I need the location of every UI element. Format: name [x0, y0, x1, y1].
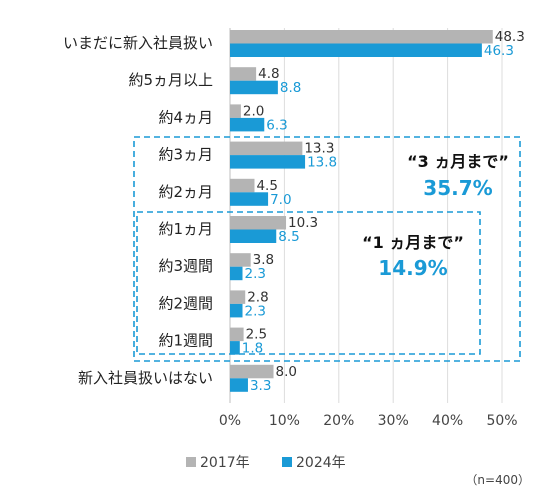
- value-label-2017: 3.8: [253, 252, 274, 268]
- category-label: 約1週間: [158, 332, 213, 350]
- x-tick-label: 50%: [486, 413, 517, 429]
- bar-2017: [230, 253, 251, 267]
- bar-2017: [230, 290, 246, 304]
- sample-size-note: （n=400）: [465, 473, 530, 487]
- callout-3-months-label: “3 ヵ月まで”: [407, 152, 509, 171]
- value-label-2024: 2.3: [245, 266, 266, 282]
- legend-label-2017: 2017年: [200, 455, 250, 471]
- value-label-2017: 48.3: [495, 29, 525, 45]
- x-tick-label: 20%: [323, 413, 354, 429]
- category-label: 約2週間: [158, 294, 213, 312]
- value-label-2024: 3.3: [250, 378, 271, 394]
- bar-2017: [230, 178, 255, 193]
- bar-2024: [230, 43, 482, 57]
- legend-label-2024: 2024年: [296, 455, 346, 471]
- bar-2017: [230, 364, 274, 379]
- bar-2017: [230, 30, 493, 44]
- category-label: 約3ヵ月: [158, 146, 213, 164]
- legend-swatch-2024: [282, 457, 292, 467]
- value-label-2017: 8.0: [276, 364, 297, 380]
- value-label-2017: 4.5: [256, 178, 277, 194]
- callout-box-1-month: [136, 211, 481, 355]
- legend-swatch-2017: [186, 457, 196, 467]
- value-label-2024: 8.8: [280, 80, 301, 96]
- bar-2017: [230, 216, 287, 230]
- bar-2024: [230, 303, 243, 318]
- category-label: 約5ヵ月以上: [128, 71, 213, 89]
- bar-2024: [230, 155, 306, 169]
- category-label: いまだに新入社員扱い: [63, 34, 213, 52]
- bar-2024: [230, 117, 265, 132]
- value-label-2017: 2.8: [247, 289, 268, 305]
- value-label-2017: 2.5: [246, 327, 267, 343]
- bar-2024: [230, 341, 240, 355]
- callout-1-month-label: “1 ヵ月まで”: [362, 233, 464, 252]
- category-label: 約3週間: [158, 257, 213, 275]
- bar-2017: [230, 141, 303, 156]
- x-tick-label: 40%: [432, 413, 463, 429]
- value-label-2024: 8.5: [278, 229, 299, 245]
- value-label-2024: 2.3: [245, 303, 266, 319]
- bar-2024: [230, 378, 248, 392]
- bar-2017: [230, 67, 257, 81]
- callout-box-3-months: [133, 136, 521, 362]
- value-label-2017: 10.3: [288, 215, 318, 231]
- callout-3-months-value: 35.7%: [423, 176, 492, 200]
- value-label-2017: 4.8: [258, 66, 279, 82]
- labels: 0% 10% 20% 30% 40% 50% いまだに新入社員扱い 48.346.3 約5ヵ月以…: [63, 29, 525, 429]
- callout-1-month-value: 14.9%: [378, 256, 447, 280]
- category-label: 新入社員扱いはない: [78, 369, 213, 387]
- category-label: 約1ヵ月: [158, 220, 213, 238]
- value-label-2024: 7.0: [270, 192, 291, 208]
- bar-2024: [230, 192, 269, 206]
- bar-2024: [230, 229, 277, 243]
- bar-2017: [230, 104, 241, 118]
- value-label-2024: 6.3: [266, 117, 287, 133]
- category-label: 約4ヵ月: [158, 108, 213, 126]
- value-label-2024: 46.3: [484, 43, 514, 59]
- value-label-2024: 13.8: [307, 155, 337, 171]
- x-tick-label: 10%: [269, 413, 300, 429]
- x-tick-label: 0%: [219, 413, 241, 429]
- category-label: 約2ヵ月: [158, 183, 213, 201]
- value-label-2017: 13.3: [304, 141, 334, 157]
- bar-2024: [230, 80, 278, 95]
- bars: [230, 30, 493, 392]
- bar-2024: [230, 266, 243, 281]
- value-label-2024: 1.8: [242, 341, 263, 357]
- x-tick-label: 30%: [378, 413, 409, 429]
- bar-2017: [230, 327, 244, 342]
- value-label-2017: 2.0: [243, 103, 264, 119]
